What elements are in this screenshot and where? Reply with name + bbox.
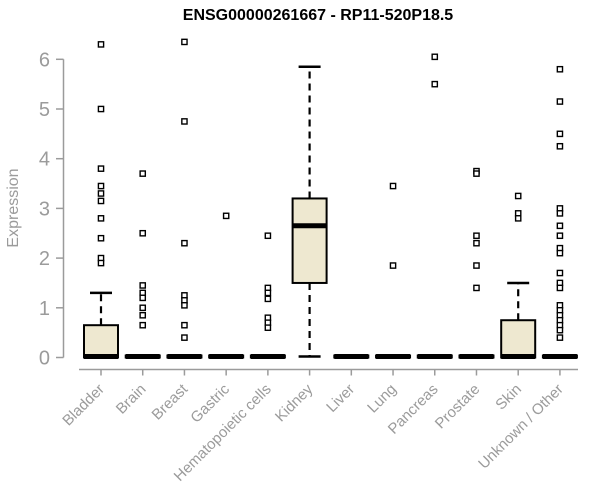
outlier-point	[181, 334, 188, 341]
y-tick-label: 6	[39, 49, 50, 71]
y-tick-label: 1	[39, 298, 50, 320]
outlier-point	[514, 215, 522, 222]
outlier-point	[97, 197, 105, 205]
outlier-point	[181, 118, 188, 125]
outlier-point	[97, 190, 105, 197]
outlier-point	[556, 210, 564, 217]
outlier-point	[97, 215, 105, 222]
outlier-point	[139, 321, 147, 329]
outlier-point	[556, 326, 564, 334]
outlier-point	[556, 142, 564, 150]
outlier-point	[264, 324, 272, 331]
x-tick-label: Liver	[323, 381, 358, 416]
outlier-point	[473, 239, 480, 247]
outlier-point	[431, 80, 439, 88]
outlier-point	[264, 295, 272, 303]
box	[83, 324, 119, 359]
outlier-point	[556, 98, 564, 105]
outlier-point	[181, 38, 188, 46]
outlier-point	[556, 269, 564, 277]
x-tick-label: Bladder	[59, 381, 108, 430]
outlier-point	[264, 289, 272, 297]
outlier-point	[139, 282, 147, 289]
outlier-point	[139, 229, 147, 237]
outlier-point	[139, 294, 147, 302]
outlier-point	[97, 234, 105, 242]
outlier-point	[556, 284, 564, 292]
outlier-point	[556, 232, 564, 240]
outlier-point	[97, 105, 105, 113]
outlier-point	[181, 302, 188, 309]
outlier-point	[264, 232, 272, 240]
outlier-point	[473, 232, 480, 240]
outlier-point	[97, 41, 105, 48]
x-tick-label: Brain	[113, 381, 150, 418]
outlier-point	[181, 239, 188, 247]
y-tick-label: 3	[39, 198, 50, 220]
x-tick-label: Prostate	[432, 381, 484, 433]
y-tick-label: 5	[39, 99, 50, 121]
outlier-point	[97, 165, 105, 172]
outlier-point	[473, 170, 480, 177]
outlier-point	[139, 170, 147, 177]
chart-title: ENSG00000261667 - RP11-520P18.5	[183, 7, 454, 24]
outlier-point	[389, 182, 397, 190]
outlier-point	[556, 249, 564, 257]
box	[291, 197, 328, 284]
box	[500, 319, 537, 359]
outlier-point	[473, 284, 480, 292]
x-tick-label: Breast	[149, 380, 192, 423]
x-tick-label: Lung	[364, 381, 400, 417]
y-tick-label: 0	[39, 348, 50, 370]
outlier-point	[514, 192, 522, 200]
y-axis-label: Expression	[5, 168, 22, 247]
outlier-point	[556, 222, 564, 230]
outlier-point	[139, 304, 147, 312]
outlier-point	[139, 311, 147, 319]
outlier-point	[556, 65, 564, 73]
x-tick-label: Kidney	[272, 380, 317, 425]
outlier-point	[222, 212, 230, 220]
outlier-point	[473, 262, 480, 269]
outlier-point	[556, 334, 564, 341]
outlier-point	[97, 259, 105, 267]
outlier-point	[431, 53, 439, 61]
outlier-point	[389, 262, 397, 269]
y-tick-label: 4	[39, 149, 50, 171]
outlier-point	[97, 182, 105, 190]
x-tick-label: Skin	[492, 381, 525, 414]
outlier-point	[556, 130, 564, 138]
y-tick-label: 2	[39, 248, 50, 270]
outlier-point	[181, 321, 188, 329]
